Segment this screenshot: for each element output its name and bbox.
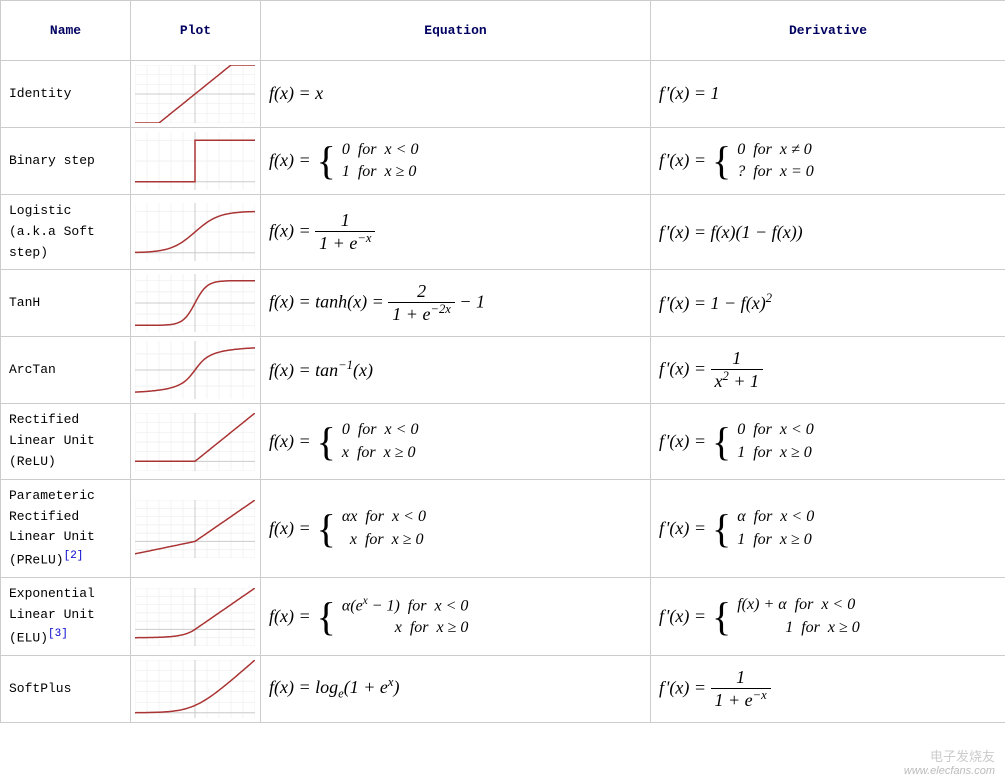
table-row: SoftPlus f(x) = loge(1 + ex)f '(x) = 11 +…: [1, 656, 1005, 723]
col-header-name: Name: [1, 1, 131, 61]
col-header-plot: Plot: [131, 1, 261, 61]
cell-derivative: f '(x) = 1 − f(x)2: [651, 270, 1005, 337]
cell-name: Logistic (a.k.a Soft step): [1, 195, 131, 270]
cell-name: Exponential Linear Unit (ELU)[3]: [1, 578, 131, 656]
cell-plot: [131, 61, 261, 128]
cell-derivative: f '(x) = 1x2 + 1: [651, 337, 1005, 404]
cell-name: TanH: [1, 270, 131, 337]
cell-plot: [131, 404, 261, 479]
cell-equation: f(x) = 11 + e−x: [261, 195, 651, 270]
cell-plot: [131, 479, 261, 578]
cell-name: Parameteric Rectified Linear Unit (PReLU…: [1, 479, 131, 578]
cell-name: ArcTan: [1, 337, 131, 404]
table-row: ArcTan f(x) = tan−1(x)f '(x) = 1x2 + 1: [1, 337, 1005, 404]
watermark-url: www.elecfans.com: [904, 765, 995, 777]
cell-name: Rectified Linear Unit (ReLU): [1, 404, 131, 479]
cell-equation: f(x) = {0 for x < 0x for x ≥ 0: [261, 404, 651, 479]
watermark: 电子发烧友 www.elecfans.com: [904, 746, 995, 777]
cell-derivative: f '(x) = f(x)(1 − f(x)): [651, 195, 1005, 270]
table-row: Parameteric Rectified Linear Unit (PReLU…: [1, 479, 1005, 578]
cell-plot: [131, 656, 261, 723]
cell-equation: f(x) = loge(1 + ex): [261, 656, 651, 723]
table-row: TanH f(x) = tanh(x) = 21 + e−2x − 1f '(x)…: [1, 270, 1005, 337]
watermark-cn: 电子发烧友: [904, 746, 995, 765]
cell-derivative: f '(x) = {α for x < 01 for x ≥ 0: [651, 479, 1005, 578]
cell-name: SoftPlus: [1, 656, 131, 723]
cell-equation: f(x) = {α(ex − 1) for x < 0 x for x ≥ 0: [261, 578, 651, 656]
cell-plot: [131, 128, 261, 195]
col-header-equation: Equation: [261, 1, 651, 61]
cell-equation: f(x) = tanh(x) = 21 + e−2x − 1: [261, 270, 651, 337]
col-header-derivative: Derivative: [651, 1, 1005, 61]
cell-equation: f(x) = {αx for x < 0 x for x ≥ 0: [261, 479, 651, 578]
table-header-row: Name Plot Equation Derivative: [1, 1, 1005, 61]
table-row: Binary step f(x) = {0 for x < 01 for x ≥ …: [1, 128, 1005, 195]
activation-functions-table: Name Plot Equation Derivative Identity f(…: [0, 0, 1005, 723]
cell-name: Identity: [1, 61, 131, 128]
cell-derivative: f '(x) = 11 + e−x: [651, 656, 1005, 723]
cell-derivative: f '(x) = 1: [651, 61, 1005, 128]
table-row: Identity f(x) = xf '(x) = 1: [1, 61, 1005, 128]
table-row: Rectified Linear Unit (ReLU) f(x) = {0 fo…: [1, 404, 1005, 479]
cell-derivative: f '(x) = {f(x) + α for x < 0 1 for x ≥ 0: [651, 578, 1005, 656]
cell-equation: f(x) = {0 for x < 01 for x ≥ 0: [261, 128, 651, 195]
cell-derivative: f '(x) = {0 for x < 01 for x ≥ 0: [651, 404, 1005, 479]
cell-equation: f(x) = x: [261, 61, 651, 128]
cell-name: Binary step: [1, 128, 131, 195]
cell-equation: f(x) = tan−1(x): [261, 337, 651, 404]
table-row: Exponential Linear Unit (ELU)[3] f(x) = {…: [1, 578, 1005, 656]
cell-plot: [131, 337, 261, 404]
cell-derivative: f '(x) = {0 for x ≠ 0? for x = 0: [651, 128, 1005, 195]
cell-plot: [131, 195, 261, 270]
table-row: Logistic (a.k.a Soft step) f(x) = 11 + e−…: [1, 195, 1005, 270]
cell-plot: [131, 270, 261, 337]
cell-plot: [131, 578, 261, 656]
